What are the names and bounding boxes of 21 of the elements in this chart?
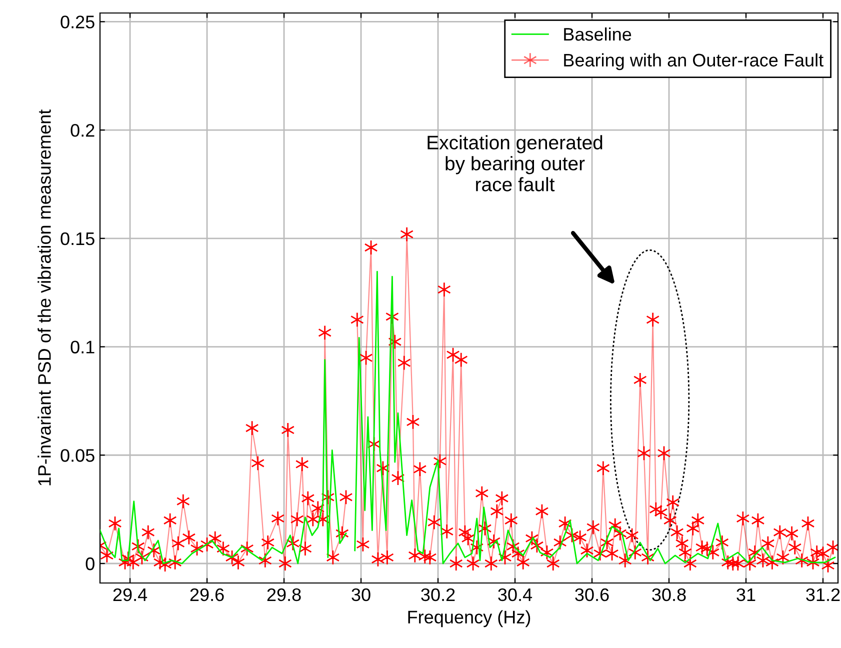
- legend-label: Baseline: [564, 27, 632, 41]
- y-tick-label: 0: [86, 557, 94, 570]
- y-tick-label: 0.05: [60, 449, 94, 462]
- x-tick-label: 31.2: [806, 588, 840, 602]
- y-axis-title: 1P-invariant PSD of the vibration measurement: [38, 109, 51, 486]
- x-tick-label: 30.8: [652, 588, 686, 602]
- x-axis-title: Frequency (Hz): [408, 610, 530, 628]
- x-tick-label: 30.6: [575, 588, 609, 602]
- y-tick-label: 0.25: [60, 16, 94, 28]
- legend-label: Bearing with an Outer-race Fault: [564, 53, 824, 70]
- y-tick-label: 0.1: [70, 340, 94, 354]
- annotation: Excitation generated by bearing outer race fault: [428, 135, 602, 192]
- x-tick-label: 31: [736, 588, 756, 602]
- x-tick-label: 30.4: [498, 588, 532, 602]
- y-tick-label: 0.2: [70, 124, 94, 137]
- x-tick-label: 29.8: [267, 588, 301, 602]
- x-tick-label: 29.4: [113, 588, 148, 602]
- x-tick-label: 30: [352, 588, 370, 602]
- x-tick-label: 30.2: [421, 588, 455, 602]
- y-tick-label: 0.15: [60, 232, 94, 246]
- x-tick-label: 29.6: [190, 588, 224, 602]
